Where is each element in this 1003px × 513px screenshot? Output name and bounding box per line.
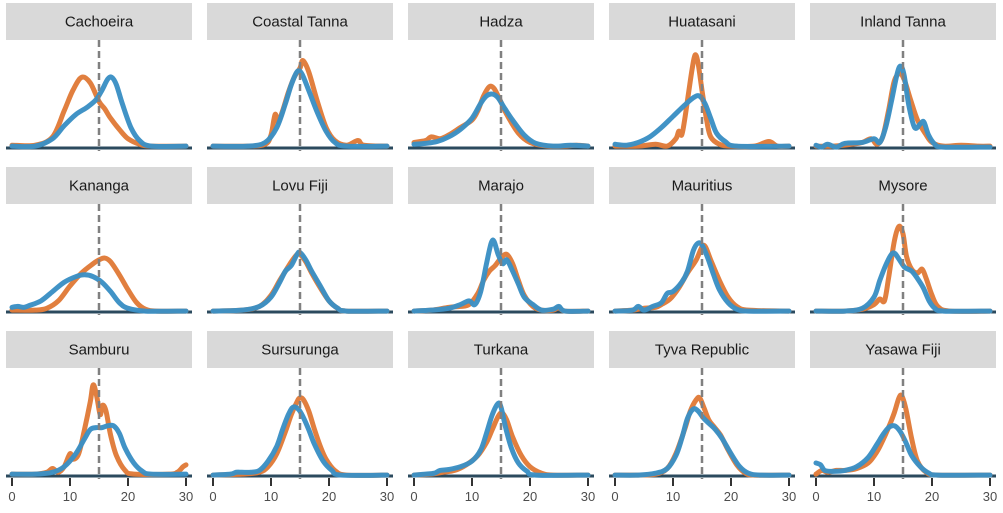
panel-strip xyxy=(408,167,594,204)
panel-title: Tyva Republic xyxy=(655,342,750,359)
panel-hadza: Hadza xyxy=(408,3,594,151)
panel-yasawa-fiji: Yasawa Fiji 0 10 20 30 xyxy=(810,331,997,504)
panel-title: Kananga xyxy=(69,178,130,195)
series-2-curve xyxy=(210,249,390,314)
panel-title: Huatasani xyxy=(668,14,736,31)
x-tick-label: 20 xyxy=(724,489,738,504)
series-2-curve xyxy=(411,400,591,478)
panel-title: Hadza xyxy=(479,14,523,31)
panel-title: Lovu Fiji xyxy=(272,178,328,195)
panel-strip xyxy=(408,331,594,368)
x-tick-label: 30 xyxy=(983,489,997,504)
panel-title: Cachoeira xyxy=(65,14,134,31)
panel-lovu-fiji: Lovu Fiji xyxy=(207,167,393,315)
panel-mysore: Mysore xyxy=(810,167,996,315)
x-tick-label: 0 xyxy=(8,489,15,504)
x-tick-label: 20 xyxy=(121,489,135,504)
panel-title: Turkana xyxy=(474,342,529,359)
series-2-curve xyxy=(813,63,993,150)
x-tick-label: 30 xyxy=(380,489,394,504)
panel-strip xyxy=(207,167,393,204)
panel-strip xyxy=(6,3,192,40)
panel-strip xyxy=(207,331,393,368)
panel-strip xyxy=(810,3,996,40)
panel-tyva-republic: Tyva Republic 0 10 20 30 xyxy=(609,331,796,504)
panel-mauritius: Mauritius xyxy=(609,167,795,315)
series-2-curve xyxy=(612,93,792,149)
panel-title: Mysore xyxy=(878,178,927,195)
x-tick-label: 0 xyxy=(410,489,417,504)
x-tick-label: 10 xyxy=(867,489,881,504)
x-tick-label: 10 xyxy=(264,489,278,504)
series-2-curve xyxy=(813,423,993,478)
series-2-curve xyxy=(813,250,993,314)
x-tick-label: 0 xyxy=(611,489,618,504)
series-2-curve xyxy=(9,74,189,150)
panel-title: Sursurunga xyxy=(261,342,339,359)
series-1-curve xyxy=(210,395,390,478)
panel-strip xyxy=(6,331,192,368)
x-tick-label: 30 xyxy=(179,489,193,504)
panel-inland-tanna: Inland Tanna xyxy=(810,3,996,151)
series-1-curve xyxy=(9,255,189,314)
panel-cachoeira: Cachoeira xyxy=(6,3,192,151)
x-tick-label: 20 xyxy=(925,489,939,504)
series-2-curve xyxy=(411,91,591,149)
x-tick-label: 0 xyxy=(209,489,216,504)
panel-title: Mauritius xyxy=(672,178,733,195)
panel-coastal-tanna: Coastal Tanna xyxy=(207,3,393,151)
panel-strip xyxy=(609,331,795,368)
x-tick-label: 10 xyxy=(465,489,479,504)
x-tick-label: 10 xyxy=(63,489,77,504)
series-2-curve xyxy=(9,272,189,314)
panel-kananga: Kananga xyxy=(6,167,192,315)
panel-strip xyxy=(609,3,795,40)
x-tick-label: 0 xyxy=(812,489,819,504)
panel-title: Inland Tanna xyxy=(860,14,946,31)
series-2-curve xyxy=(9,422,189,477)
panel-strip xyxy=(609,167,795,204)
panel-samburu: Samburu 0 10 20 30 xyxy=(6,331,193,504)
series-2-curve xyxy=(612,240,792,314)
series-1-curve xyxy=(612,242,792,314)
panel-strip xyxy=(810,331,996,368)
panel-title: Coastal Tanna xyxy=(252,14,348,31)
panel-strip xyxy=(207,3,393,40)
panel-title: Marajo xyxy=(478,178,524,195)
series-2-curve xyxy=(210,68,390,149)
series-1-curve xyxy=(813,223,993,314)
x-tick-label: 30 xyxy=(581,489,595,504)
panel-title: Yasawa Fiji xyxy=(865,342,941,359)
x-tick-label: 10 xyxy=(666,489,680,504)
panel-turkana: Turkana 0 10 20 30 xyxy=(408,331,595,504)
series-1-curve xyxy=(411,410,591,478)
panel-huatasani: Huatasani xyxy=(609,3,795,151)
panel-sursurunga: Sursurunga 0 10 20 30 xyxy=(207,331,394,504)
panel-strip xyxy=(408,3,594,40)
x-tick-label: 20 xyxy=(322,489,336,504)
panel-marajo: Marajo xyxy=(408,167,594,315)
series-2-curve xyxy=(210,404,390,478)
panel-strip xyxy=(6,167,192,204)
x-tick-label: 30 xyxy=(782,489,796,504)
panel-title: Samburu xyxy=(69,342,130,359)
panel-strip xyxy=(810,167,996,204)
x-tick-label: 20 xyxy=(523,489,537,504)
